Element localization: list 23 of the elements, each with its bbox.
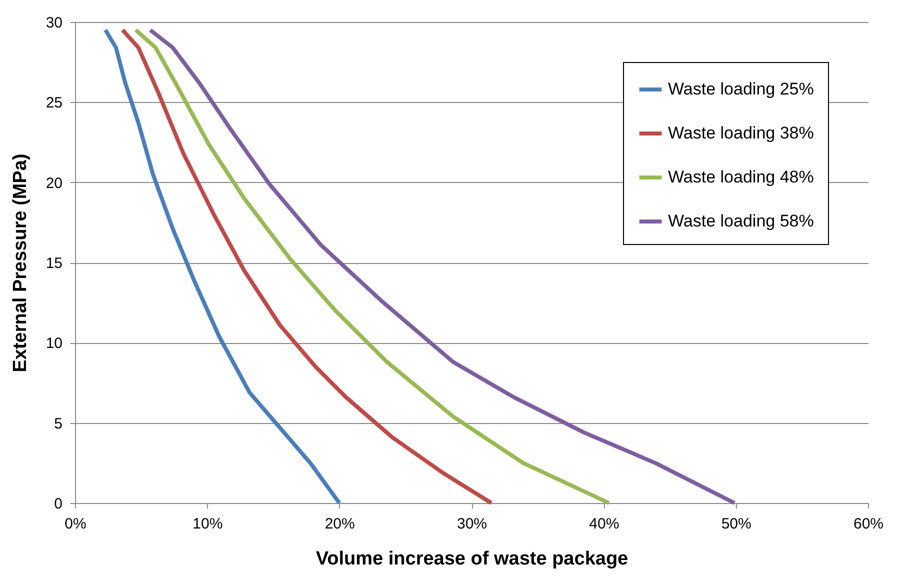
- y-tick-label: 15: [46, 255, 62, 272]
- x-axis-title: Volume increase of waste package: [316, 548, 628, 570]
- x-tick-label: 50%: [721, 516, 752, 532]
- y-tick-label: 10: [46, 335, 62, 352]
- line-series: [103, 28, 342, 505]
- legend-label: Waste loading 38%: [668, 124, 814, 142]
- line-series: [120, 28, 494, 505]
- y-tick-label: 30: [46, 14, 62, 32]
- x-tick-label: 20%: [324, 516, 355, 532]
- y-tick-label: 0: [54, 496, 62, 512]
- line-series: [134, 28, 611, 505]
- x-tick-label: 30%: [456, 516, 488, 532]
- legend-label: Waste loading 48%: [668, 168, 814, 186]
- legend-label: Waste loading 25%: [668, 80, 814, 98]
- legend-label: Waste loading 58%: [668, 212, 814, 230]
- x-tick-label: 40%: [589, 516, 620, 532]
- x-tick-label: 60%: [853, 516, 884, 532]
- x-tick-label: 0%: [64, 516, 86, 532]
- y-axis-title: External Pressure (MPa): [10, 154, 31, 372]
- y-tick-label: 20: [46, 174, 62, 192]
- x-tick-label: 10%: [192, 516, 223, 532]
- y-tick-label: 25: [46, 94, 62, 112]
- y-tick-label: 5: [54, 415, 62, 432]
